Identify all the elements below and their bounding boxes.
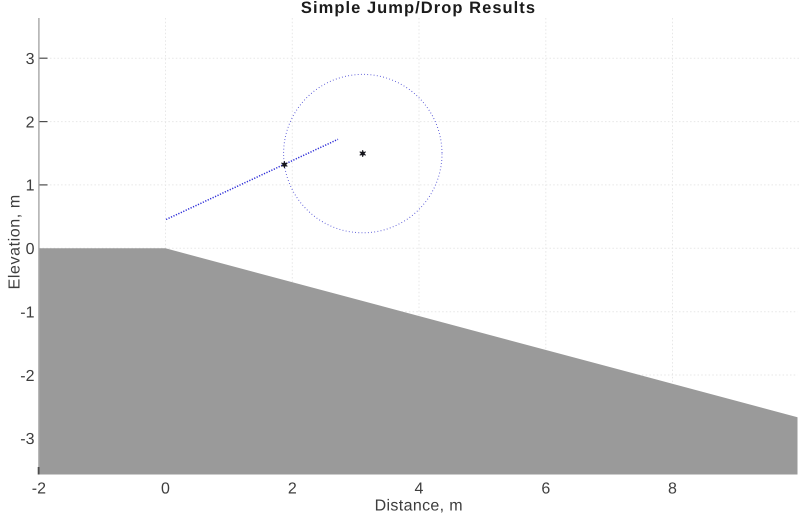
svg-text:Elevation, m: Elevation, m — [7, 194, 24, 289]
svg-text:0: 0 — [161, 481, 170, 498]
svg-text:-1: -1 — [20, 305, 34, 322]
svg-text:-3: -3 — [20, 431, 34, 448]
svg-text:8: 8 — [668, 481, 677, 498]
svg-text:2: 2 — [288, 481, 297, 498]
svg-text:2: 2 — [26, 114, 35, 131]
svg-text:-2: -2 — [20, 368, 34, 385]
svg-text:0: 0 — [26, 241, 35, 258]
svg-text:4: 4 — [415, 481, 424, 498]
svg-text:Distance, m: Distance, m — [375, 498, 463, 515]
svg-text:3: 3 — [26, 51, 35, 68]
svg-text:1: 1 — [26, 178, 35, 195]
svg-text:-2: -2 — [32, 481, 46, 498]
svg-text:Simple Jump/Drop Results: Simple Jump/Drop Results — [301, 0, 536, 17]
svg-text:6: 6 — [541, 481, 550, 498]
